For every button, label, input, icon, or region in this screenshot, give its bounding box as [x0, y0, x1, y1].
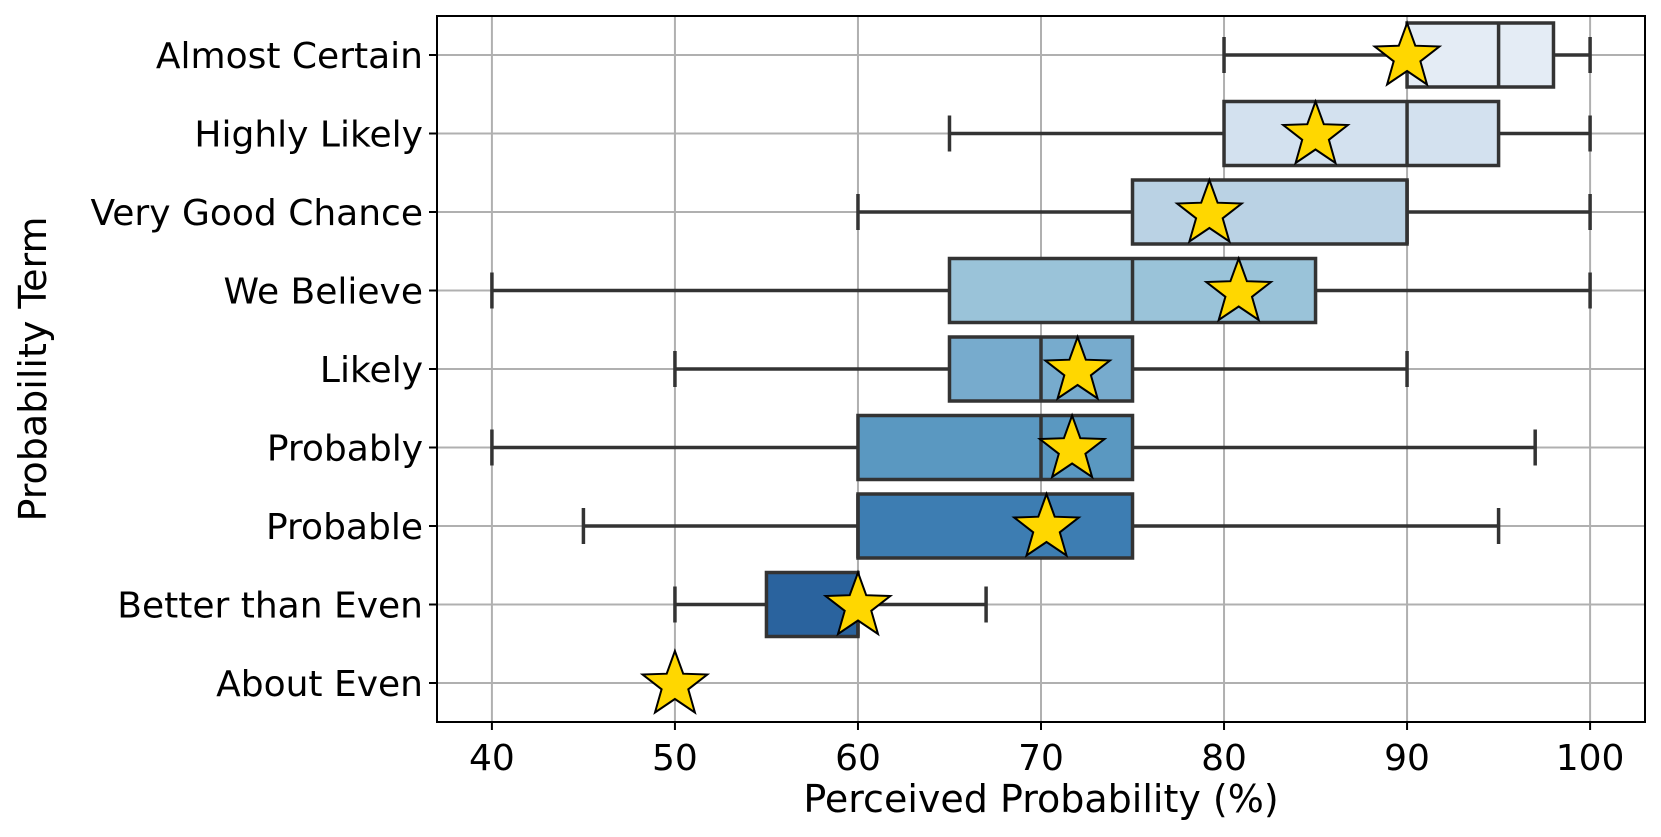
y-tick-label: Probably [267, 429, 423, 470]
mean-star [1203, 255, 1274, 323]
box-6 [581, 492, 1501, 560]
x-tick-label: 90 [1384, 738, 1430, 779]
box-2 [856, 178, 1592, 246]
y-tick-label: Very Good Chance [90, 193, 423, 234]
mean-star [822, 569, 894, 637]
box-1 [947, 99, 1592, 168]
mean-markers [639, 20, 1443, 715]
x-ticks: 40 50 60 70 80 90 100 [469, 722, 1624, 779]
x-tick-label: 40 [469, 738, 515, 779]
box-4 [673, 335, 1409, 403]
mean-star [1037, 412, 1108, 480]
mean-star [1280, 98, 1351, 166]
box-0 [1222, 21, 1592, 89]
box-rect [1222, 99, 1501, 168]
y-tick-label: We Believe [223, 272, 423, 313]
y-tick-label: About Even [216, 664, 423, 705]
x-tick-label: 50 [652, 738, 698, 779]
y-tick-label: Almost Certain [156, 36, 423, 77]
box-7 [673, 570, 988, 639]
y-tick-label: Likely [320, 350, 423, 391]
y-axis-label: Probability Term [11, 216, 55, 521]
mean-star [1011, 491, 1082, 558]
box-rect [1130, 178, 1409, 246]
box-rect [856, 492, 1135, 560]
box-3 [490, 256, 1592, 325]
x-axis-label: Perceived Probability (%) [803, 777, 1278, 821]
mean-star [1174, 177, 1245, 244]
x-tick-label: 80 [1201, 738, 1247, 779]
y-tick-label: Better than Even [117, 586, 423, 627]
mean-star [1042, 334, 1113, 401]
box-5 [490, 413, 1537, 482]
x-tick-label: 70 [1018, 738, 1064, 779]
y-ticks: Almost Certain Highly Likely Very Good Cha… [90, 36, 437, 705]
mean-star [1371, 20, 1443, 87]
x-tick-label: 100 [1556, 738, 1625, 779]
mean-star [639, 648, 711, 715]
x-tick-label: 60 [835, 738, 881, 779]
y-tick-label: Probable [266, 507, 423, 548]
y-tick-label: Highly Likely [194, 115, 423, 156]
